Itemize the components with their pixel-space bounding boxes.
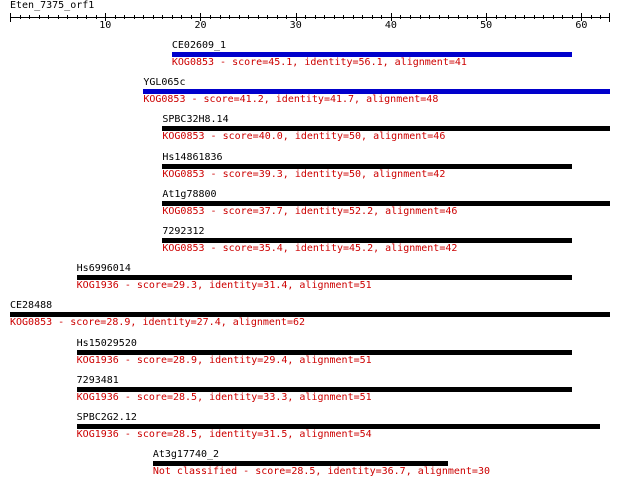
hit-alignment-bar[interactable]	[76, 349, 572, 355]
hit-name[interactable]: 7292312	[162, 226, 205, 237]
hit-alignment-bar[interactable]	[162, 238, 572, 243]
hit-description[interactable]: KOG0853 - score=41.2, identity=41.7, ali…	[143, 94, 439, 106]
sequence-ruler	[10, 13, 610, 22]
hit-alignment-bar[interactable]	[152, 461, 449, 467]
ruler-tick-label: 40	[384, 20, 397, 31]
hit-alignment-bar[interactable]	[162, 126, 610, 132]
hit-name[interactable]: At3g17740_2	[152, 449, 220, 461]
hit-description[interactable]: KOG1936 - score=29.3, identity=31.4, ali…	[76, 280, 372, 292]
hit-description[interactable]: KOG0853 - score=28.9, identity=27.4, ali…	[10, 317, 306, 329]
hit-name[interactable]: Hs6996014	[76, 263, 131, 275]
hit-alignment-bar[interactable]	[10, 312, 610, 318]
ruler-tick-label: 10	[99, 20, 112, 31]
hit-description[interactable]: KOG0853 - score=37.7, identity=52.2, ali…	[162, 205, 458, 217]
hit-alignment-bar[interactable]	[162, 163, 572, 169]
ruler-tick-label: 50	[480, 20, 493, 31]
hit-description[interactable]: KOG1936 - score=28.5, identity=31.5, ali…	[76, 429, 372, 440]
hit-name[interactable]: YGL065c	[143, 77, 186, 89]
hit-name[interactable]: 7293481	[76, 374, 119, 386]
hit-alignment-bar[interactable]	[171, 52, 572, 57]
query-title: Eten_7375_orf1	[10, 0, 95, 11]
hit-name[interactable]: SPBC32H8.14	[162, 114, 229, 126]
hit-name[interactable]: Hs15029520	[76, 337, 137, 349]
hit-description[interactable]: KOG1936 - score=28.5, identity=33.3, ali…	[76, 391, 372, 403]
hit-name[interactable]: CE02609_1	[171, 40, 227, 51]
hit-description[interactable]: KOG0853 - score=39.3, identity=50, align…	[162, 168, 446, 180]
ruler-tick-label: 30	[289, 20, 302, 31]
hit-description[interactable]: KOG0853 - score=45.1, identity=56.1, ali…	[171, 57, 467, 68]
hit-name[interactable]: Hs14861836	[162, 151, 223, 163]
hit-description[interactable]: Not classified - score=28.5, identity=36…	[152, 466, 490, 478]
hit-alignment-bar[interactable]	[143, 89, 610, 95]
hit-description[interactable]: KOG0853 - score=35.4, identity=45.2, ali…	[162, 243, 458, 254]
hit-name[interactable]: At1g78800	[162, 188, 217, 200]
hit-alignment-bar[interactable]	[162, 200, 610, 206]
hit-alignment-bar[interactable]	[76, 386, 572, 392]
ruler-tick-label: 60	[575, 20, 588, 31]
hit-name[interactable]: CE28488	[10, 300, 53, 312]
hit-description[interactable]: KOG1936 - score=28.9, identity=29.4, ali…	[76, 354, 372, 366]
hit-alignment-bar[interactable]	[76, 275, 572, 281]
ruler-tick-label: 20	[194, 20, 207, 31]
hit-alignment-bar[interactable]	[76, 424, 601, 429]
hit-description[interactable]: KOG0853 - score=40.0, identity=50, align…	[162, 131, 446, 143]
hit-name[interactable]: SPBC2G2.12	[76, 412, 137, 423]
